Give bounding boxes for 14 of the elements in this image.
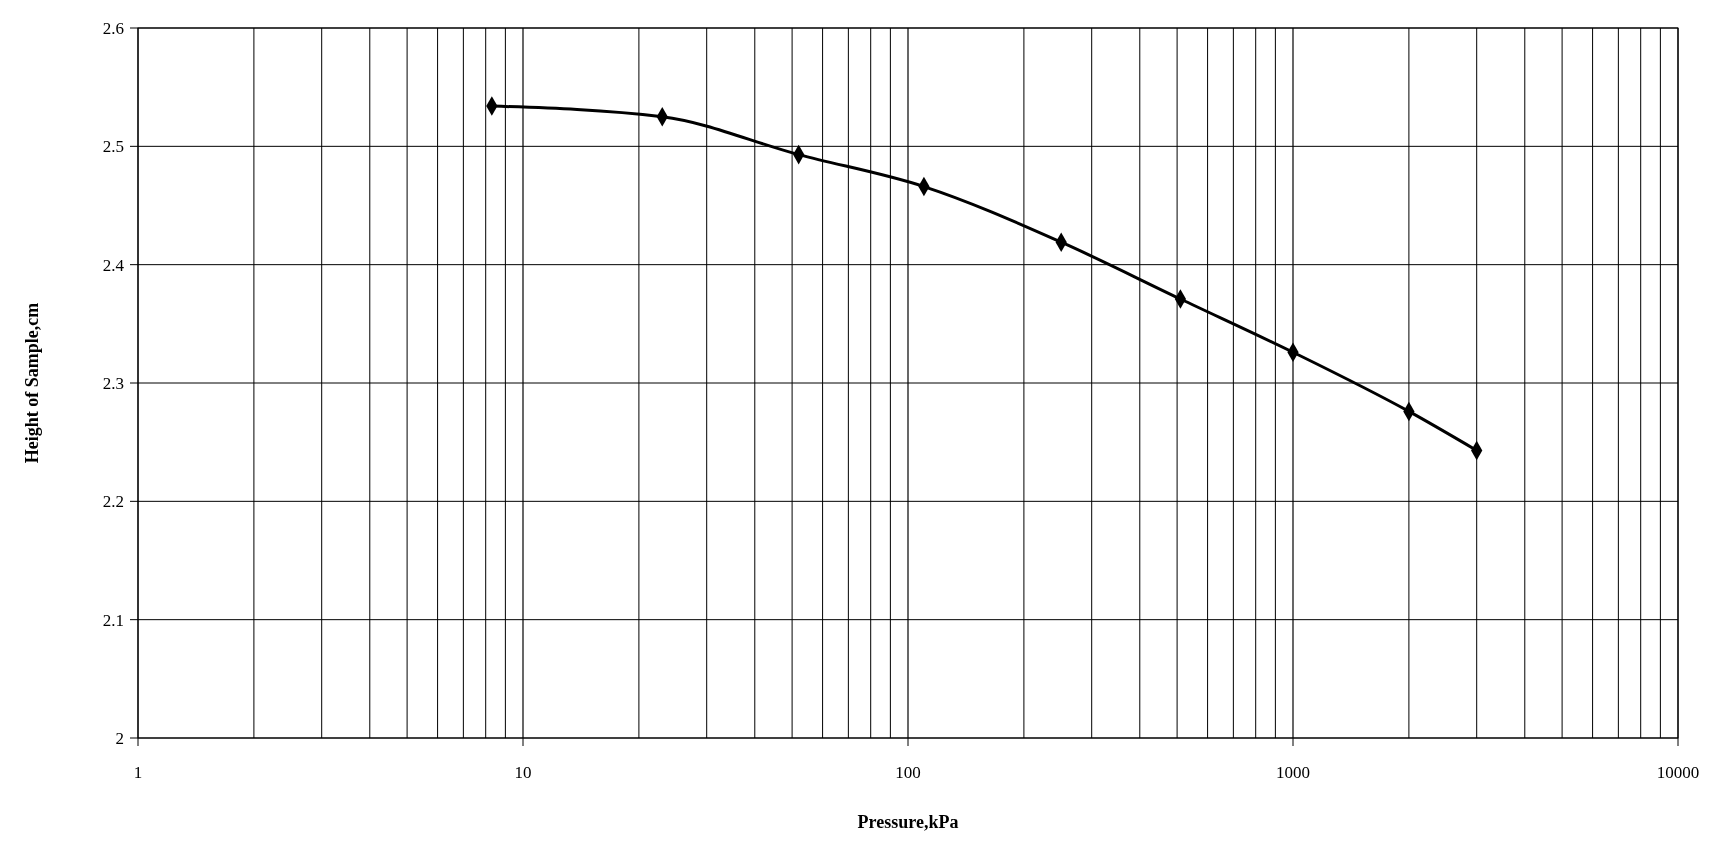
- y-tick-label: 2.1: [102, 610, 124, 630]
- y-axis-title: Height of Sample,cm: [22, 302, 42, 464]
- x-tick-label: 1000: [1276, 763, 1310, 782]
- y-tick-label: 2.3: [102, 374, 124, 393]
- x-tick-label: 1: [133, 763, 143, 782]
- y-tick-label: 2.2: [102, 492, 124, 512]
- y-tick-label: 2.4: [102, 255, 125, 275]
- y-tick-label: 2: [115, 729, 124, 748]
- y-tick-label: 2.5: [102, 137, 124, 157]
- x-tick-label: 100: [895, 763, 921, 782]
- x-axis-title: Pressure,kPa: [857, 812, 959, 832]
- x-tick-label: 10: [514, 763, 532, 782]
- y-tick-label: 2.6: [102, 19, 124, 38]
- x-tick-label: 10000: [1656, 763, 1700, 782]
